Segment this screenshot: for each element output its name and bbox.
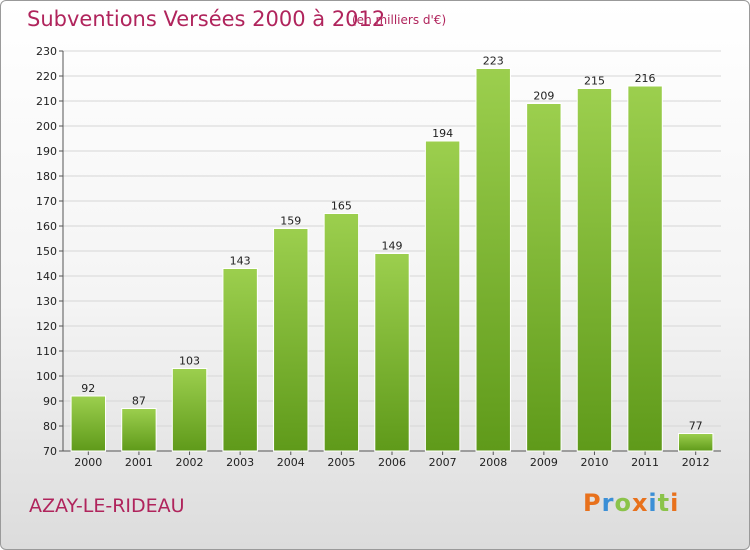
x-tick-label: 2007 xyxy=(429,456,457,469)
bar xyxy=(171,368,208,452)
data-label: 159 xyxy=(280,215,301,228)
chart-title: Subventions Versées 2000 à 2012 xyxy=(27,7,386,31)
bar xyxy=(323,213,360,452)
y-tick-label: 180 xyxy=(36,170,57,183)
y-tick-label: 230 xyxy=(36,45,57,58)
data-label: 209 xyxy=(533,90,554,103)
y-tick-label: 190 xyxy=(36,145,57,158)
bar xyxy=(121,408,157,452)
bar xyxy=(374,253,410,452)
x-tick-label: 2003 xyxy=(226,456,254,469)
unit-note: (en milliers d'€) xyxy=(352,13,447,27)
data-label: 165 xyxy=(331,200,352,213)
data-label: 103 xyxy=(179,355,200,368)
data-label: 216 xyxy=(635,72,656,85)
bar xyxy=(526,103,562,452)
data-label: 92 xyxy=(81,382,95,395)
x-tick-label: 2004 xyxy=(277,456,305,469)
data-label: 215 xyxy=(584,75,605,88)
x-tick-label: 2012 xyxy=(682,456,710,469)
bars xyxy=(70,68,714,452)
x-tick-label: 2000 xyxy=(74,456,102,469)
logo-letter: x xyxy=(631,489,649,517)
y-tick-label: 90 xyxy=(43,395,57,408)
logo-letter: o xyxy=(614,489,632,517)
logo-letter: t xyxy=(657,489,671,517)
bar xyxy=(627,85,663,452)
data-label: 77 xyxy=(689,420,703,433)
y-tick-label: 150 xyxy=(36,245,57,258)
x-tick-label: 2005 xyxy=(327,456,355,469)
proxiti-logo: Proxiti xyxy=(583,489,679,517)
y-tick-label: 80 xyxy=(43,420,57,433)
y-tick-label: 100 xyxy=(36,370,57,383)
bar xyxy=(576,88,613,452)
logo-letter: r xyxy=(601,489,615,517)
bar xyxy=(273,228,309,452)
data-label: 149 xyxy=(382,240,403,253)
data-labels: 92 87 103 143 159 165 149 194 223 209 215 216 77 xyxy=(81,55,702,433)
logo-letter: i xyxy=(648,489,658,517)
bar xyxy=(677,433,714,452)
logo-letter: i xyxy=(670,489,680,517)
bar xyxy=(475,68,511,452)
bar xyxy=(424,140,461,452)
x-tick-label: 2011 xyxy=(631,456,659,469)
commune-name: AZAY-LE-RIDEAU xyxy=(29,495,185,517)
data-label: 194 xyxy=(432,127,453,140)
x-tick-label: 2002 xyxy=(176,456,204,469)
y-tick-label: 140 xyxy=(36,270,57,283)
logo-letter: P xyxy=(583,489,602,517)
y-tick-label: 170 xyxy=(36,195,57,208)
y-tick-label: 220 xyxy=(36,70,57,83)
x-tick-label: 2008 xyxy=(479,456,507,469)
data-label: 87 xyxy=(132,395,146,408)
y-tick-label: 200 xyxy=(36,120,57,133)
y-tick-label: 70 xyxy=(43,445,57,458)
bar xyxy=(70,395,107,452)
x-tick-label: 2010 xyxy=(580,456,608,469)
data-label: 143 xyxy=(230,255,251,268)
y-tick-label: 110 xyxy=(36,345,57,358)
y-tick-label: 210 xyxy=(36,95,57,108)
x-tick-label: 2001 xyxy=(125,456,153,469)
x-tick-label: 2006 xyxy=(378,456,406,469)
y-tick-label: 160 xyxy=(36,220,57,233)
x-tick-label: 2009 xyxy=(530,456,558,469)
bar xyxy=(222,268,258,452)
y-tick-label: 120 xyxy=(36,320,57,333)
y-tick-label: 130 xyxy=(36,295,57,308)
data-label: 223 xyxy=(483,55,504,68)
